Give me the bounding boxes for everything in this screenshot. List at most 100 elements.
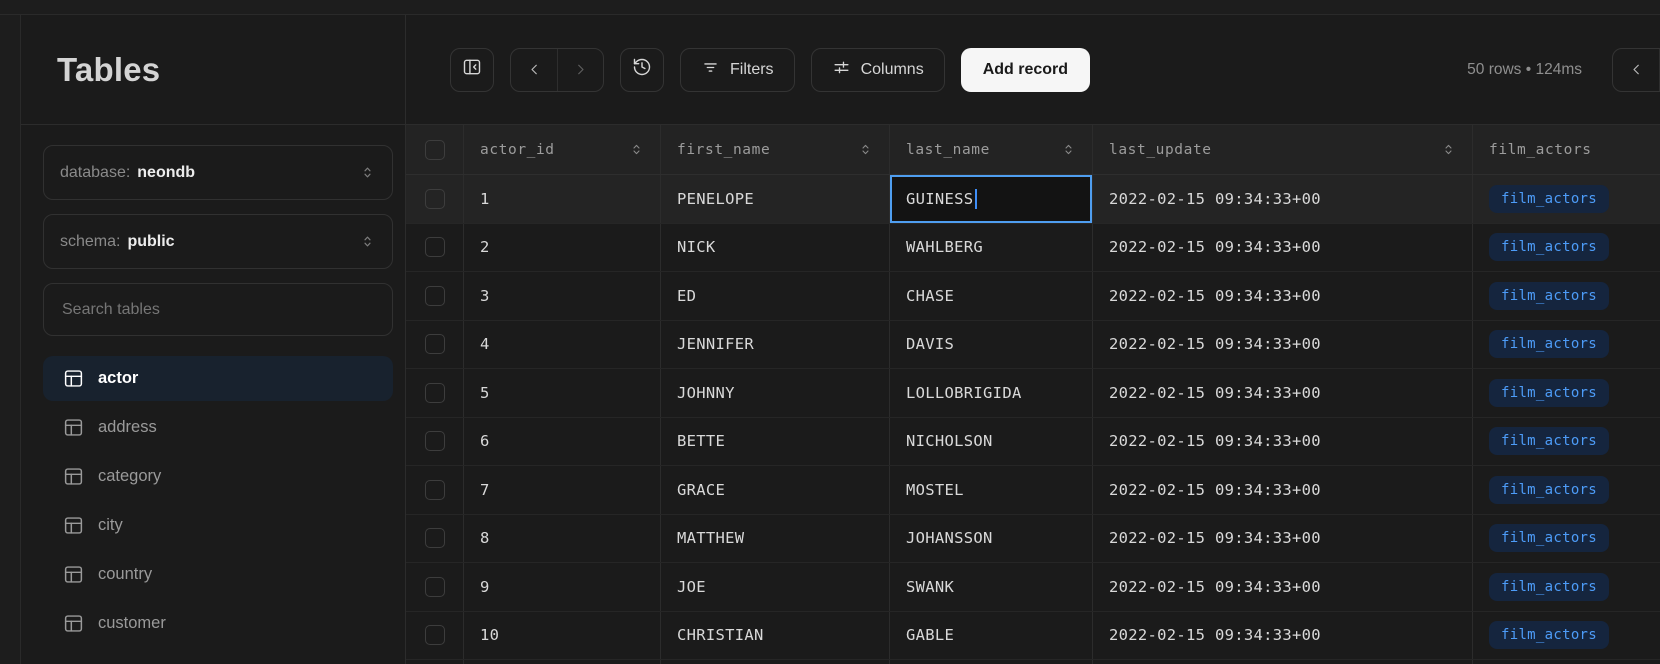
sidebar-table-actor[interactable]: actor bbox=[43, 356, 393, 401]
select-all-checkbox[interactable] bbox=[424, 139, 445, 160]
cell-last_update[interactable]: 2022-02-15 09:34:33+00 bbox=[1093, 369, 1473, 417]
cell-first_name[interactable]: MATTHEW bbox=[661, 514, 890, 562]
table-row: 10 CHRISTIAN GABLE 2022-02-15 09:34:33+00 fi… bbox=[406, 611, 1660, 660]
next-page-button[interactable] bbox=[557, 48, 603, 91]
cell-first_name[interactable]: ED bbox=[661, 272, 890, 320]
cell-film_actors: film_actors bbox=[1473, 515, 1660, 563]
film_actors-link[interactable]: film_actors bbox=[1489, 621, 1610, 650]
filters-button[interactable]: Filters bbox=[680, 47, 795, 92]
cell-first_name[interactable]: JOHNNY bbox=[661, 369, 890, 417]
cell-first_name[interactable]: NICK bbox=[661, 223, 890, 271]
cell-last_name[interactable]: MOSTEL bbox=[890, 466, 1093, 514]
row-checkbox[interactable] bbox=[424, 237, 445, 258]
row-checkbox[interactable] bbox=[424, 625, 445, 646]
cell-last_name[interactable]: DAVIS bbox=[890, 320, 1093, 368]
table-name-label: customer bbox=[98, 614, 166, 632]
row-checkbox[interactable] bbox=[424, 528, 445, 549]
cell-last_update[interactable]: 2022-02-15 09:34:33+00 bbox=[1093, 563, 1473, 611]
cell-actor_id[interactable]: 4 bbox=[464, 320, 661, 368]
database-select[interactable]: database: neondb bbox=[43, 145, 393, 200]
cell-actor_id[interactable]: 10 bbox=[464, 611, 661, 659]
cell-last_name[interactable]: CHASE bbox=[890, 272, 1093, 320]
columns-button-label: Columns bbox=[860, 60, 924, 78]
cell-first_name[interactable]: CHRISTIAN bbox=[661, 611, 890, 659]
cell-actor_id[interactable]: 9 bbox=[464, 563, 661, 611]
cell-partial bbox=[1473, 660, 1660, 664]
cell-last_name[interactable]: WAHLBERG bbox=[890, 223, 1093, 271]
sidebar-table-address[interactable]: address bbox=[43, 405, 393, 450]
cell-last_update[interactable]: 2022-02-15 09:34:33+00 bbox=[1093, 272, 1473, 320]
cell-last_update[interactable]: 2022-02-15 09:34:33+00 bbox=[1093, 514, 1473, 562]
search-tables-input[interactable] bbox=[60, 299, 376, 320]
history-button[interactable] bbox=[620, 47, 664, 92]
add-record-button[interactable]: Add record bbox=[960, 47, 1091, 92]
columns-button[interactable]: Columns bbox=[810, 47, 945, 92]
row-checkbox[interactable] bbox=[424, 576, 445, 597]
cell-actor_id[interactable]: 1 bbox=[464, 175, 661, 223]
window-top-strip bbox=[0, 0, 1660, 15]
cell-first_name[interactable]: PENELOPE bbox=[661, 175, 890, 223]
row-checkbox[interactable] bbox=[424, 188, 445, 209]
cell-actor_id[interactable]: 6 bbox=[464, 417, 661, 465]
cell-actor_id[interactable]: 3 bbox=[464, 272, 661, 320]
cell-last_update[interactable]: 2022-02-15 09:34:33+00 bbox=[1093, 466, 1473, 514]
column-header-actor_id[interactable]: actor_id bbox=[464, 125, 661, 174]
row-checkbox[interactable] bbox=[424, 479, 445, 500]
sidebar-table-customer[interactable]: customer bbox=[43, 601, 393, 646]
column-header-first_name[interactable]: first_name bbox=[661, 125, 890, 174]
sidebar-body: database: neondb schema: public actor add… bbox=[21, 125, 405, 646]
cell-last_name[interactable]: LOLLOBRIGIDA bbox=[890, 369, 1093, 417]
cell-last_update[interactable]: 2022-02-15 09:34:33+00 bbox=[1093, 223, 1473, 271]
row-select-cell bbox=[406, 417, 464, 465]
cell-actor_id[interactable]: 2 bbox=[464, 223, 661, 271]
column-header-last_update[interactable]: last_update bbox=[1093, 125, 1473, 174]
cell-last_update[interactable]: 2022-02-15 09:34:33+00 bbox=[1093, 417, 1473, 465]
cell-last_name[interactable]: SWANK bbox=[890, 563, 1093, 611]
row-checkbox[interactable] bbox=[424, 334, 445, 355]
page-title: Tables bbox=[57, 50, 161, 88]
film_actors-link[interactable]: film_actors bbox=[1489, 281, 1610, 310]
film_actors-link[interactable]: film_actors bbox=[1489, 184, 1610, 213]
film_actors-link[interactable]: film_actors bbox=[1489, 233, 1610, 262]
film_actors-link[interactable]: film_actors bbox=[1489, 427, 1610, 456]
cell-last_update[interactable]: 2022-02-15 09:34:33+00 bbox=[1093, 611, 1473, 659]
film_actors-link[interactable]: film_actors bbox=[1489, 475, 1610, 504]
cell-first_name[interactable]: GRACE bbox=[661, 466, 890, 514]
cell-last_update[interactable]: 2022-02-15 09:34:33+00 bbox=[1093, 320, 1473, 368]
cell-actor_id[interactable]: 8 bbox=[464, 514, 661, 562]
collapse-panel-icon bbox=[462, 57, 482, 82]
cell-actor_id[interactable]: 7 bbox=[464, 466, 661, 514]
cell-first_name[interactable]: JOE bbox=[661, 563, 890, 611]
sidebar-table-country[interactable]: country bbox=[43, 552, 393, 597]
cell-first_name[interactable]: BETTE bbox=[661, 417, 890, 465]
cell-actor_id[interactable]: 5 bbox=[464, 369, 661, 417]
film_actors-link[interactable]: film_actors bbox=[1489, 524, 1610, 553]
cell-last_name[interactable]: GABLE bbox=[890, 611, 1093, 659]
schema-select[interactable]: schema: public bbox=[43, 214, 393, 269]
grid-header-row: actor_id first_name last_name last_update fi… bbox=[406, 125, 1660, 175]
cell-last_name[interactable]: NICHOLSON bbox=[890, 417, 1093, 465]
cell-last_name-editing[interactable]: GUINESS bbox=[890, 175, 1093, 223]
table-row: 4 JENNIFER DAVIS 2022-02-15 09:34:33+00 film… bbox=[406, 320, 1660, 369]
collapse-sidebar-button[interactable] bbox=[450, 47, 494, 92]
database-select-label: database: bbox=[60, 163, 131, 181]
row-select-cell bbox=[406, 320, 464, 368]
table-name-label: country bbox=[98, 565, 153, 583]
sidebar-table-category[interactable]: category bbox=[43, 454, 393, 499]
cell-last_update[interactable]: 2022-02-15 09:34:33+00 bbox=[1093, 175, 1473, 223]
column-header-last_name[interactable]: last_name bbox=[890, 125, 1093, 174]
cell-first_name[interactable]: JENNIFER bbox=[661, 320, 890, 368]
cell-last_name[interactable]: JOHANSSON bbox=[890, 514, 1093, 562]
table-icon bbox=[63, 466, 84, 487]
film_actors-link[interactable]: film_actors bbox=[1489, 330, 1610, 359]
row-checkbox[interactable] bbox=[424, 285, 445, 306]
previous-page-button[interactable] bbox=[511, 49, 557, 91]
panel-collapse-left-button[interactable] bbox=[1613, 49, 1659, 91]
row-checkbox[interactable] bbox=[424, 382, 445, 403]
row-checkbox[interactable] bbox=[424, 431, 445, 452]
table-name-label: actor bbox=[98, 369, 139, 387]
sidebar-table-city[interactable]: city bbox=[43, 503, 393, 548]
film_actors-link[interactable]: film_actors bbox=[1489, 572, 1610, 601]
film_actors-link[interactable]: film_actors bbox=[1489, 378, 1610, 407]
window-left-strip bbox=[0, 15, 21, 664]
